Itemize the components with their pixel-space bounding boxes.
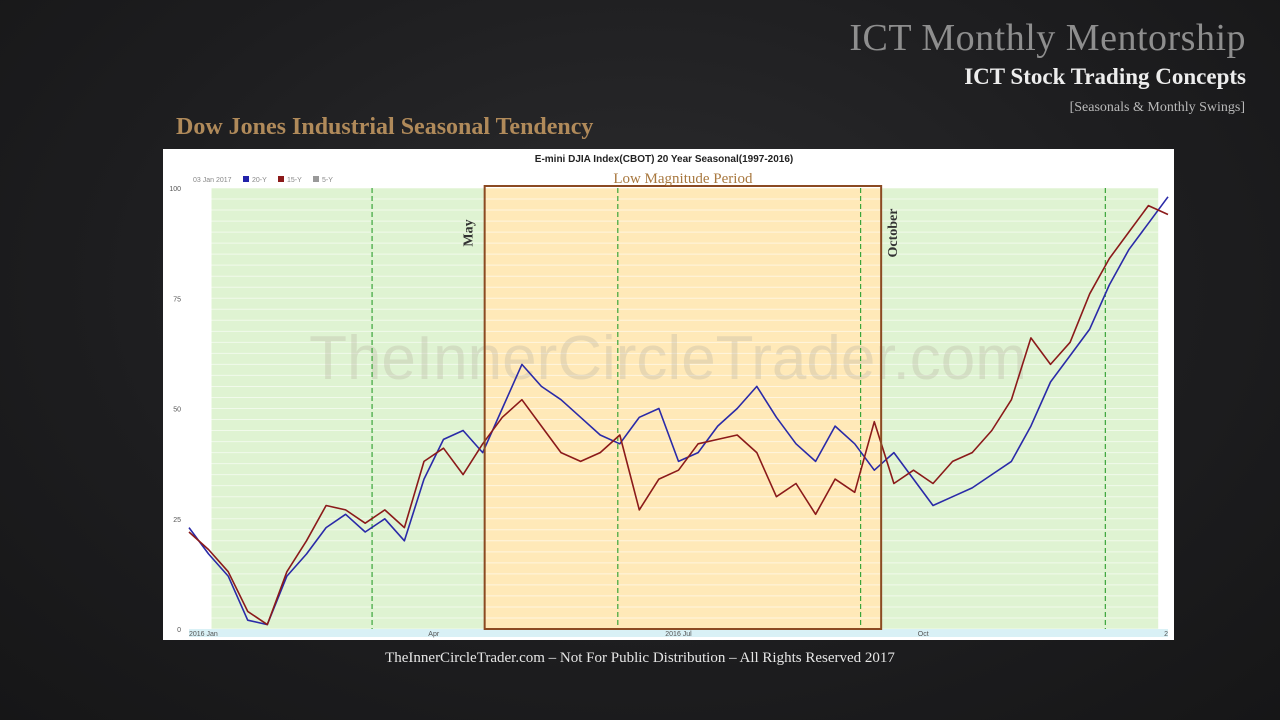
legend: 03 Jan 2017 20-Y 15-Y 5-Y (193, 176, 333, 184)
x-tick-label: Apr (428, 631, 440, 638)
axes: 0 25 50 75 100 2016 Jan Apr 2016 Jul Oct 2 (169, 186, 1168, 638)
x-tick-label: Oct (918, 631, 929, 638)
y-tick-label: 100 (169, 186, 181, 193)
grid-lines (189, 187, 1168, 630)
low-magnitude-label: Low Magnitude Period (613, 171, 753, 187)
x-tick-label: 2016 Jul (665, 631, 692, 638)
slide-title: ICT Monthly Mentorship (849, 17, 1246, 59)
legend-label: 15-Y (287, 177, 302, 184)
low-magnitude-box (483, 185, 883, 630)
chart-svg: TheInnerCircleTrader.com 0 25 50 75 100 2016 … (169, 154, 1169, 638)
legend-label: 5-Y (322, 177, 333, 184)
x-tick-label: 2 (1164, 631, 1168, 638)
y-tick-label: 0 (177, 627, 181, 634)
may-label: May (462, 219, 477, 246)
x-axis-strip (189, 629, 1168, 637)
slide-tag: [Seasonals & Monthly Swings] (1069, 100, 1245, 115)
series-lines (188, 196, 1169, 626)
y-tick-label: 50 (173, 407, 181, 414)
chart-title: E-mini DJIA Index(CBOT) 20 Year Seasonal… (535, 154, 793, 165)
month-markers (371, 188, 1106, 629)
y-tick-label: 25 (173, 517, 181, 524)
x-tick-label: 2016 Jan (189, 631, 218, 638)
legend-swatch (313, 176, 319, 182)
legend-swatch (243, 176, 249, 182)
watermark: TheInnerCircleTrader.com (309, 324, 1027, 393)
series-line-15-Y (188, 204, 1169, 626)
october-label: October (886, 209, 901, 258)
section-heading: Dow Jones Industrial Seasonal Tendency (176, 114, 594, 140)
legend-label: 20-Y (252, 177, 267, 184)
y-tick-label: 75 (173, 296, 181, 303)
slide-subtitle: ICT Stock Trading Concepts (964, 64, 1246, 89)
seasonal-chart: TheInnerCircleTrader.com 0 25 50 75 100 2016 … (163, 149, 1174, 640)
legend-swatch (278, 176, 284, 182)
series-line-20-Y (188, 196, 1169, 626)
legend-date: 03 Jan 2017 (193, 177, 232, 184)
footer-copyright: TheInnerCircleTrader.com – Not For Publi… (385, 650, 895, 666)
